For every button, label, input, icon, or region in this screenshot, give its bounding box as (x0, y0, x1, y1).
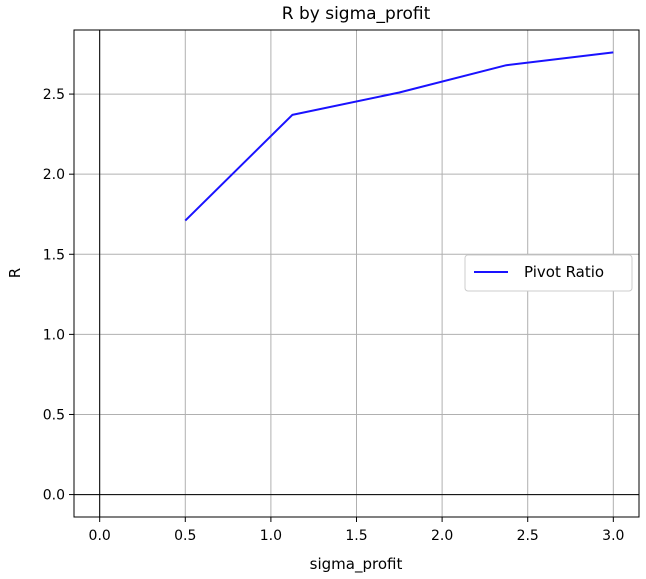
legend: Pivot Ratio (464, 254, 633, 292)
x-tick-label: 2.5 (517, 528, 539, 544)
series-line (184, 51, 614, 222)
x-axis-label: sigma_profit (310, 555, 403, 574)
y-tick-label: 0.5 (43, 407, 65, 423)
series-layer (184, 51, 614, 222)
legend-label: Pivot Ratio (524, 263, 604, 281)
zero-lines (74, 30, 639, 517)
y-tick-label: 1.5 (43, 247, 65, 263)
y-tick-label: 1.0 (43, 327, 65, 343)
legend-box (464, 254, 633, 292)
y-axis-label: R (6, 268, 24, 278)
chart-title: R by sigma_profit (282, 4, 431, 24)
x-axis-ticks: 0.0 0.5 1.0 1.5 2.0 2.5 3.0 (89, 517, 624, 544)
y-tick-label: 2.0 (43, 167, 65, 183)
y-tick-label: 0.0 (43, 488, 65, 504)
x-tick-label: 0.0 (89, 528, 111, 544)
x-tick-label: 1.5 (345, 528, 367, 544)
y-axis-ticks: 0.0 0.5 1.0 1.5 2.0 2.5 (43, 87, 74, 504)
x-tick-label: 3.0 (602, 528, 624, 544)
x-tick-label: 1.0 (260, 528, 282, 544)
y-tick-label: 2.5 (43, 87, 65, 103)
x-tick-label: 2.0 (431, 528, 453, 544)
x-tick-label: 0.5 (174, 528, 196, 544)
